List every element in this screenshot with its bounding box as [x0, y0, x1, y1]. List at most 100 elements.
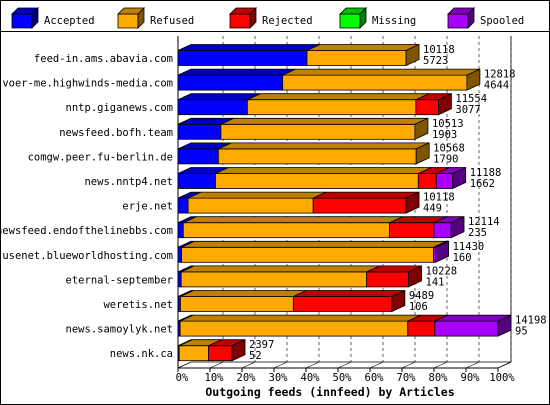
bar-accepted-usenet-blueworldhosting-com	[177, 246, 183, 263]
bar-accepted-newsfeed-bofh-team	[177, 123, 222, 140]
legend-swatch-side-spooled	[467, 7, 475, 29]
category-label-nntp-giganews-com: nntp.giganews.com	[66, 102, 173, 114]
accepted-label-comgw-peer-fu-berlin-de: 1790	[433, 153, 458, 165]
bar-row-newsfeed-endofthelinebbs-com	[177, 216, 465, 239]
bar-spooled-news-nntp4-net	[435, 173, 454, 189]
accepted-label-eternal-september: 141	[426, 276, 445, 288]
bar-refused-comgw-peer-fu-berlin-de	[217, 148, 417, 165]
legend-item-accepted: Accepted	[11, 7, 95, 29]
category-label-news-samoylyk-net: news.samoylyk.net	[66, 324, 173, 336]
bar-refused-erje-net	[187, 197, 314, 214]
bar-side-usenet-blueworldhosting-com	[435, 240, 450, 263]
bar-side-newsfeed-endofthelinebbs-com	[450, 216, 465, 239]
bar-spooled-newsfeed-endofthelinebbs-com	[433, 222, 452, 239]
legend-swatch-side-missing	[359, 7, 367, 29]
bar-accepted-news-nntp4-net	[177, 173, 216, 189]
bar-side-erje-net	[405, 191, 420, 214]
floor-tick-2	[241, 361, 256, 369]
legend-item-refused: Refused	[117, 7, 194, 29]
accepted-label-news-nntp4-net: 1662	[470, 178, 495, 190]
bar-refused-usenet-blueworldhosting-com	[181, 246, 434, 263]
bar-rejected-eternal-september	[366, 271, 409, 288]
x-tick-label-9: 90%	[461, 372, 481, 384]
offered-label-usenet-blueworldhosting-com: 11430	[453, 241, 485, 253]
offered-label-nntp-giganews-com: 11554	[455, 93, 487, 105]
floor-tick-6	[369, 361, 384, 369]
offered-label-news-nntp4-net: 11188	[470, 167, 502, 179]
floor-tick-10	[497, 361, 512, 369]
floor-tick-8	[433, 361, 448, 369]
bar-refused-newsfeed-endofthelinebbs-com-top	[183, 216, 403, 224]
x-tick-label-6: 60%	[365, 372, 385, 384]
category-label-erje-net: erje.net	[122, 201, 173, 213]
bar-rejected-nntp-giganews-com	[415, 99, 439, 116]
category-label-newsfeed-endofthelinebbs-com: newsfeed.endofthelinebbs.com	[0, 225, 173, 237]
bar-row-news-nk-ca	[177, 339, 246, 362]
bar-accepted-newsfeed-endofthelinebbs-com	[177, 222, 184, 239]
bar-accepted-nntp-giganews-com	[177, 99, 248, 116]
offered-label-voer-me-highwinds-media-com: 12818	[484, 69, 516, 81]
bar-refused-feed-in-ams-abavia-com-top	[306, 44, 420, 51]
legend-swatch-spooled	[447, 13, 469, 29]
bar-refused-news-samoylyk-net-top	[179, 314, 421, 322]
legend-label-accepted: Accepted	[44, 15, 95, 27]
bar-refused-weretis-net	[179, 296, 294, 312]
bar-rejected-news-nk-ca	[208, 345, 233, 362]
bar-side-weretis-net	[391, 289, 406, 313]
bar-refused-nntp-giganews-com-top	[247, 93, 430, 101]
bar-refused-nntp-giganews-com	[246, 99, 417, 116]
bar-side-eternal-september	[408, 265, 422, 288]
floor-tick-3	[273, 361, 288, 369]
x-axis: 0% 10% 20% 30% 40% 50% 60% 70% 80% 90% 100%	[176, 367, 515, 384]
legend-swatch-side-refused	[137, 7, 145, 29]
x-tick-label-3: 30%	[269, 372, 289, 384]
accepted-label-voer-me-highwinds-media-com: 4644	[484, 80, 509, 92]
bar-refused-newsfeed-bofh-team	[220, 123, 416, 140]
bar-spooled-news-samoylyk-net	[434, 320, 499, 337]
bar-rejected-news-samoylyk-net	[407, 320, 436, 337]
accepted-label-news-nk-ca: 52	[249, 350, 262, 362]
legend-swatch-refused	[117, 13, 139, 29]
legend-label-missing: Missing	[372, 15, 416, 27]
accepted-label-nntp-giganews-com: 3077	[455, 104, 480, 116]
category-label-news-nntp4-net: news.nntp4.net	[84, 176, 173, 188]
offered-label-weretis-net: 9489	[409, 290, 434, 302]
bar-rejected-erje-net	[312, 197, 407, 214]
bar-row-news-nntp4-net	[177, 166, 467, 190]
legend-item-missing: Missing	[339, 7, 416, 29]
offered-label-erje-net: 10118	[423, 192, 455, 204]
bar-refused-erje-net-top	[187, 191, 327, 199]
bar-row-voer-me-highwinds-media-com	[177, 68, 481, 91]
bar-accepted-nntp-giganews-com-top	[177, 93, 261, 101]
legend: Accepted Refused Rejected Missing Spooled	[0, 7, 550, 32]
x-tick-label-8: 80%	[429, 372, 449, 384]
accepted-label-newsfeed-bofh-team: 1903	[432, 129, 457, 141]
offered-label-news-samoylyk-net: 14198	[515, 315, 547, 327]
bar-side-comgw-peer-fu-berlin-de	[415, 142, 430, 165]
x-tick-label-7: 70%	[397, 372, 417, 384]
bar-rejected-newsfeed-endofthelinebbs-com	[389, 222, 435, 239]
bar-rejected-weretis-net-top	[293, 290, 406, 297]
bar-side-news-nk-ca	[231, 339, 246, 362]
accepted-label-news-samoylyk-net: 95	[515, 326, 528, 338]
floor-tick-5	[337, 361, 352, 369]
chart-title: Outgoing feeds (innfeed) by Articles	[205, 385, 454, 399]
bar-refused-voer-me-highwinds-media-com-top	[282, 68, 481, 76]
bar-row-newsfeed-bofh-team	[177, 117, 429, 140]
bar-refused-news-nntp4-net-top	[215, 167, 432, 174]
bar-refused-usenet-blueworldhosting-com-top	[181, 240, 447, 248]
bar-row-news-samoylyk-net	[177, 314, 512, 337]
x-tick-label-5: 50%	[333, 372, 353, 384]
accepted-label-feed-in-ams-abavia-com: 5723	[423, 55, 448, 67]
legend-label-rejected: Rejected	[262, 15, 313, 27]
bar-refused-feed-in-ams-abavia-com	[306, 50, 407, 66]
legend-swatch-accepted	[11, 13, 33, 29]
bar-side-feed-in-ams-abavia-com	[405, 43, 420, 67]
accepted-label-weretis-net: 106	[409, 301, 428, 313]
legend-swatch-side-accepted	[31, 7, 39, 29]
floor-tick-9	[465, 361, 480, 369]
bar-refused-comgw-peer-fu-berlin-de-top	[218, 142, 430, 150]
category-labels: feed-in.ams.abavia.com voer-me.highwinds-…	[0, 53, 173, 360]
